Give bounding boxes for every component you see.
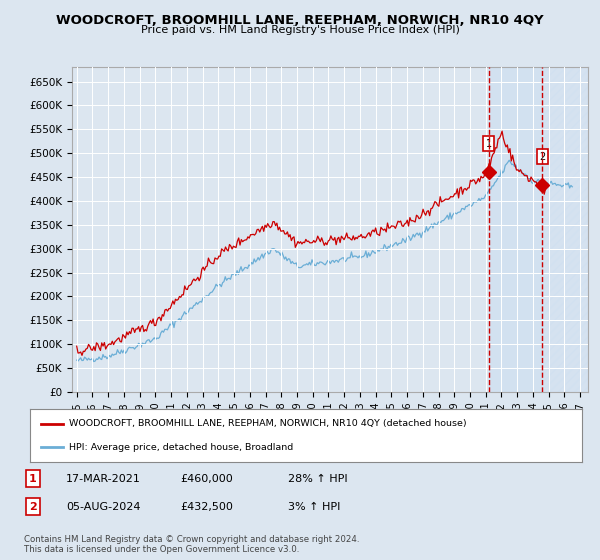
- Text: WOODCROFT, BROOMHILL LANE, REEPHAM, NORWICH, NR10 4QY (detached house): WOODCROFT, BROOMHILL LANE, REEPHAM, NORW…: [68, 419, 466, 428]
- Text: 28% ↑ HPI: 28% ↑ HPI: [288, 474, 347, 484]
- Text: 2: 2: [29, 502, 37, 512]
- Text: WOODCROFT, BROOMHILL LANE, REEPHAM, NORWICH, NR10 4QY: WOODCROFT, BROOMHILL LANE, REEPHAM, NORW…: [56, 14, 544, 27]
- Text: Price paid vs. HM Land Registry's House Price Index (HPI): Price paid vs. HM Land Registry's House …: [140, 25, 460, 35]
- Bar: [542, 67, 588, 392]
- Text: 17-MAR-2021: 17-MAR-2021: [66, 474, 141, 484]
- Text: 1: 1: [486, 139, 492, 148]
- Text: 1: 1: [29, 474, 37, 484]
- Text: £460,000: £460,000: [180, 474, 233, 484]
- Text: 2: 2: [539, 152, 545, 162]
- Bar: [489, 67, 542, 392]
- Text: HPI: Average price, detached house, Broadland: HPI: Average price, detached house, Broa…: [68, 442, 293, 451]
- Text: 05-AUG-2024: 05-AUG-2024: [66, 502, 140, 512]
- Text: £432,500: £432,500: [180, 502, 233, 512]
- Text: Contains HM Land Registry data © Crown copyright and database right 2024.
This d: Contains HM Land Registry data © Crown c…: [24, 535, 359, 554]
- Text: 3% ↑ HPI: 3% ↑ HPI: [288, 502, 340, 512]
